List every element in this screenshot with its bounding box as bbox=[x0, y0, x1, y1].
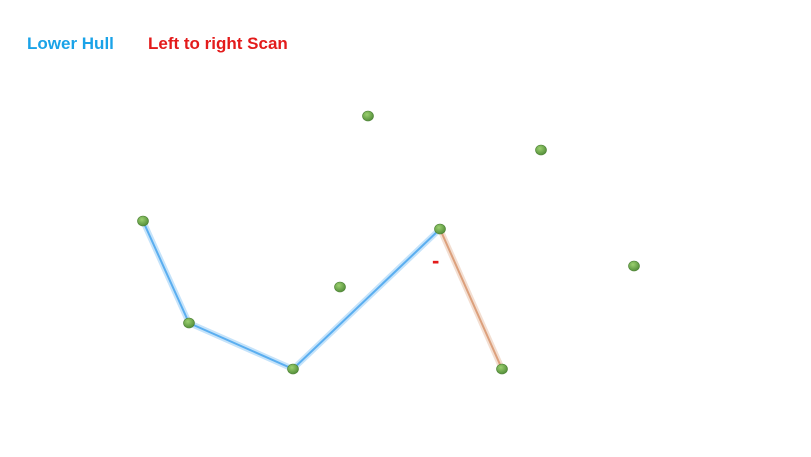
point-p7 bbox=[496, 363, 508, 375]
point-p5 bbox=[362, 110, 374, 122]
scan-direction-title: Left to right Scan bbox=[148, 34, 288, 53]
point-p3 bbox=[287, 363, 299, 375]
candidate-edge bbox=[439, 228, 503, 370]
point-p8 bbox=[535, 144, 547, 156]
point-p1 bbox=[137, 215, 149, 227]
turn-sign-label: - bbox=[432, 248, 439, 273]
point-p2 bbox=[183, 317, 195, 329]
point-p9 bbox=[628, 260, 640, 272]
lower-hull-title: Lower Hull bbox=[27, 34, 114, 53]
point-p4 bbox=[334, 281, 346, 293]
points-layer bbox=[137, 110, 640, 375]
hull-edge bbox=[188, 322, 294, 370]
hull-edge bbox=[142, 220, 190, 324]
edges-layer bbox=[140, 218, 505, 372]
point-p6 bbox=[434, 223, 446, 235]
hull-edge bbox=[292, 228, 441, 370]
